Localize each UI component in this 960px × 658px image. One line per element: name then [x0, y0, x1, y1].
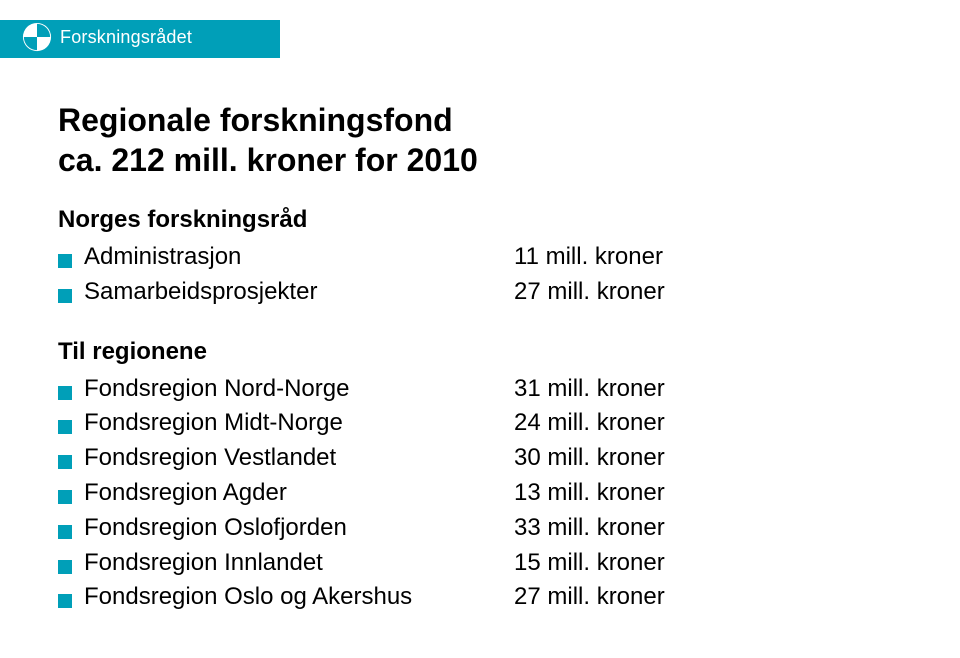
- item-value: 30 mill. kroner: [514, 441, 665, 476]
- item-label: Fondsregion Innlandet: [84, 546, 514, 581]
- item-value: 31 mill. kroner: [514, 372, 665, 407]
- brand-icon: [22, 22, 52, 52]
- item-value: 33 mill. kroner: [514, 511, 665, 546]
- item-label: Administrasjon: [84, 240, 514, 275]
- item-label: Fondsregion Vestlandet: [84, 441, 514, 476]
- list-item: Fondsregion Innlandet15 mill. kroner: [58, 546, 902, 581]
- item-label: Samarbeidsprosjekter: [84, 275, 514, 310]
- brand-name: Forskningsrådet: [60, 27, 192, 48]
- slide-title: Regionale forskningsfond ca. 212 mill. k…: [58, 100, 902, 180]
- section-heading: Til regionene: [58, 338, 902, 366]
- item-label: Fondsregion Oslo og Akershus: [84, 580, 514, 615]
- list-item: Fondsregion Oslo og Akershus27 mill. kro…: [58, 580, 902, 615]
- item-label: Fondsregion Agder: [84, 476, 514, 511]
- item-label: Fondsregion Midt-Norge: [84, 406, 514, 441]
- list-item: Administrasjon11 mill. kroner: [58, 240, 902, 275]
- item-label: Fondsregion Nord-Norge: [84, 372, 514, 407]
- bullet-icon: [58, 420, 72, 434]
- title-line-1: Regionale forskningsfond: [58, 102, 453, 138]
- section-list: Fondsregion Nord-Norge31 mill. kronerFon…: [58, 372, 902, 616]
- list-item: Samarbeidsprosjekter27 mill. kroner: [58, 275, 902, 310]
- list-item: Fondsregion Midt-Norge24 mill. kroner: [58, 406, 902, 441]
- brand-logo: Forskningsrådet: [22, 22, 192, 52]
- bullet-icon: [58, 455, 72, 469]
- item-value: 27 mill. kroner: [514, 580, 665, 615]
- list-item: Fondsregion Nord-Norge31 mill. kroner: [58, 372, 902, 407]
- item-value: 24 mill. kroner: [514, 406, 665, 441]
- bullet-icon: [58, 560, 72, 574]
- sections-container: Norges forskningsråd Administrasjon11 mil…: [58, 206, 902, 615]
- section-list: Administrasjon11 mill. kronerSamarbeidsp…: [58, 240, 902, 310]
- slide-content: Regionale forskningsfond ca. 212 mill. k…: [58, 100, 902, 643]
- title-line-2: ca. 212 mill. kroner for 2010: [58, 142, 478, 178]
- item-value: 27 mill. kroner: [514, 275, 665, 310]
- bullet-icon: [58, 254, 72, 268]
- item-value: 11 mill. kroner: [514, 240, 663, 275]
- item-label: Fondsregion Oslofjorden: [84, 511, 514, 546]
- bullet-icon: [58, 525, 72, 539]
- list-item: Fondsregion Vestlandet30 mill. kroner: [58, 441, 902, 476]
- bullet-icon: [58, 490, 72, 504]
- bullet-icon: [58, 386, 72, 400]
- list-item: Fondsregion Agder13 mill. kroner: [58, 476, 902, 511]
- section-heading: Norges forskningsråd: [58, 206, 902, 234]
- bullet-icon: [58, 289, 72, 303]
- list-item: Fondsregion Oslofjorden33 mill. kroner: [58, 511, 902, 546]
- bullet-icon: [58, 594, 72, 608]
- item-value: 15 mill. kroner: [514, 546, 665, 581]
- item-value: 13 mill. kroner: [514, 476, 665, 511]
